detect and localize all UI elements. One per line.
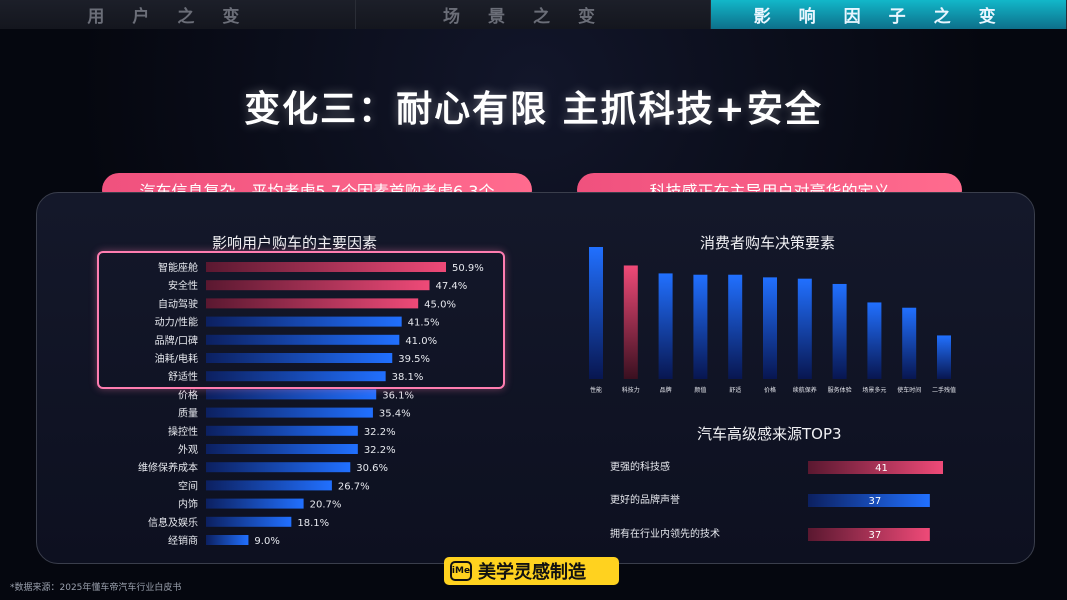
decision-label: 场景多元 [862, 386, 886, 394]
factor-value: 50.9% [452, 263, 484, 274]
brand-logo: iMe 美学灵感制造 [444, 557, 619, 585]
top3-bar [808, 494, 930, 507]
top3-bar [808, 528, 930, 541]
decision-label: 品牌 [660, 386, 672, 394]
source-footnote: *数据来源：2025年懂车帝汽车行业白皮书 [10, 583, 182, 593]
tab-factor-change[interactable]: 影响因子之变 [711, 0, 1067, 29]
tab-scene-change[interactable]: 场景之变 [355, 0, 712, 29]
right-chart1-title: 消费者购车决策要素 [700, 234, 836, 252]
decision-label: 舒适 [729, 386, 741, 394]
decision-label: 使车时间 [897, 386, 921, 394]
tab-user-change[interactable]: 用户之变 [0, 0, 356, 29]
factor-label: 内饰 [178, 498, 198, 511]
factor-bar [206, 462, 351, 473]
decision-bar [693, 274, 708, 379]
factor-label: 智能座舱 [158, 261, 198, 274]
top7-highlight-frame [97, 251, 505, 389]
factor-label: 质量 [178, 408, 198, 420]
factor-label: 品牌/口碑 [155, 334, 198, 347]
decision-bar [867, 302, 882, 379]
decision-label: 服务体验 [828, 386, 852, 394]
decision-label: 性能 [590, 386, 602, 394]
top3-value: 41 [875, 463, 888, 474]
top3-value: 37 [869, 530, 882, 541]
factor-bar [206, 480, 332, 491]
decision-bar [589, 247, 603, 379]
decision-label: 价格 [764, 386, 776, 394]
factor-value: 26.7% [338, 481, 370, 492]
factor-label: 操控性 [168, 425, 198, 438]
factor-bar [206, 425, 358, 436]
top-nav: 用户之变 场景之变 影响因子之变 [0, 0, 1067, 29]
factor-bar [206, 353, 393, 363]
factor-label: 动力/性能 [155, 316, 198, 329]
factor-value: 41.5% [408, 318, 440, 329]
decision-bar [832, 283, 847, 379]
factor-value: 39.5% [398, 354, 430, 365]
decision-bar [728, 274, 743, 379]
factor-value: 47.4% [435, 281, 467, 292]
factor-value: 41.0% [405, 336, 437, 347]
decision-bar [937, 335, 951, 379]
top3-bar [808, 461, 943, 474]
factor-bar [206, 444, 358, 454]
factor-label: 信息及娱乐 [148, 516, 198, 529]
factor-bar [206, 371, 386, 382]
factor-value: 32.2% [364, 445, 396, 456]
factor-bar [206, 498, 304, 509]
left-chart-title: 影响用户购车的主要因素 [212, 234, 378, 252]
factor-value: 45.0% [424, 299, 456, 310]
page-title: 变化三：耐心有限 主抓科技+安全 [244, 89, 823, 130]
factor-value: 35.4% [379, 409, 411, 420]
factor-bar [206, 262, 446, 272]
factor-bar [206, 334, 400, 345]
factor-value: 9.0% [254, 536, 279, 547]
top3-value: 37 [869, 496, 882, 507]
factor-bar [206, 280, 430, 291]
decision-bar [902, 307, 917, 379]
factor-value: 30.6% [356, 463, 388, 474]
factor-label: 经销商 [168, 534, 198, 547]
factor-label: 安全性 [168, 279, 198, 292]
factor-value: 36.1% [382, 390, 414, 401]
decision-label: 二手残值 [932, 386, 956, 394]
decision-bar [797, 278, 812, 379]
factor-value: 20.7% [310, 500, 342, 511]
decision-label: 科技力 [622, 386, 640, 394]
factor-bar [206, 298, 419, 309]
top3-label: 更强的科技感 [610, 460, 670, 473]
factor-bar [206, 316, 402, 327]
decision-bar [763, 277, 777, 379]
factor-label: 价格 [178, 388, 198, 401]
right-chart2-title: 汽车高级感来源TOP3 [697, 425, 842, 443]
factor-bar [206, 407, 373, 418]
brand-logo-text: 美学灵感制造 [478, 562, 586, 583]
factor-label: 自动驾驶 [158, 297, 198, 310]
ime-logo-icon: iMe [450, 561, 472, 581]
decision-bar [658, 273, 673, 379]
factor-label: 舒适性 [168, 370, 198, 383]
factor-bar [206, 535, 249, 545]
factor-label: 油耗/电耗 [155, 352, 198, 365]
factor-label: 外观 [178, 444, 198, 456]
decision-bar [623, 265, 638, 379]
top3-label: 拥有在行业内领先的技术 [610, 527, 720, 540]
factor-value: 32.2% [364, 427, 396, 438]
factor-value: 38.1% [392, 372, 424, 383]
factor-value: 18.1% [297, 518, 329, 529]
decision-label: 颜值 [694, 386, 706, 394]
factor-label: 维修保养成本 [138, 461, 198, 474]
decision-label: 续航保养 [793, 386, 817, 394]
factor-label: 空间 [178, 479, 198, 492]
factor-bar [206, 516, 292, 527]
factor-bar [206, 389, 377, 400]
top3-label: 更好的品牌声誉 [610, 493, 680, 506]
